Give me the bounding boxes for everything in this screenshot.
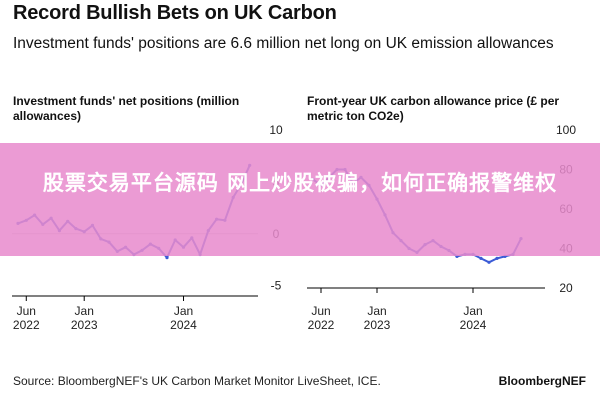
- y-tick-label: 100: [556, 123, 576, 137]
- x-tick-label: 2022: [308, 318, 335, 332]
- y-tick-label: 20: [559, 281, 573, 295]
- chart-title: Record Bullish Bets on UK Carbon: [13, 2, 337, 24]
- y-tick-label: -5: [271, 279, 282, 293]
- source-note: Source: BloombergNEF's UK Carbon Market …: [13, 374, 381, 388]
- x-tick-label: Jan: [367, 304, 386, 318]
- brand-logo: BloombergNEF: [498, 374, 586, 388]
- x-tick-label: Jun: [311, 304, 330, 318]
- data-point: [479, 256, 483, 260]
- x-tick-label: 2023: [71, 318, 98, 332]
- x-tick-label: 2024: [170, 318, 197, 332]
- overlay-banner-text: 股票交易平台源码 网上炒股被骗，如何正确报警维权: [42, 171, 558, 195]
- x-tick-label: 2023: [364, 318, 391, 332]
- y-tick-label: 10: [269, 123, 283, 137]
- x-tick-label: Jan: [463, 304, 482, 318]
- x-tick-label: 2022: [13, 318, 40, 332]
- data-point: [165, 256, 169, 260]
- data-point: [487, 260, 491, 264]
- data-point: [495, 256, 499, 260]
- left-panel-title: Investment funds' net positions (million…: [13, 94, 240, 123]
- x-tick-label: Jan: [174, 304, 193, 318]
- x-tick-label: Jan: [75, 304, 94, 318]
- chart-subtitle: Investment funds' positions are 6.6 mill…: [13, 35, 554, 52]
- overlay-banner: 股票交易平台源码 网上炒股被骗，如何正确报警维权: [0, 143, 600, 256]
- x-tick-label: 2024: [460, 318, 487, 332]
- x-tick-label: Jun: [17, 304, 36, 318]
- right-panel-title: Front-year UK carbon allowance price (£ …: [307, 94, 560, 123]
